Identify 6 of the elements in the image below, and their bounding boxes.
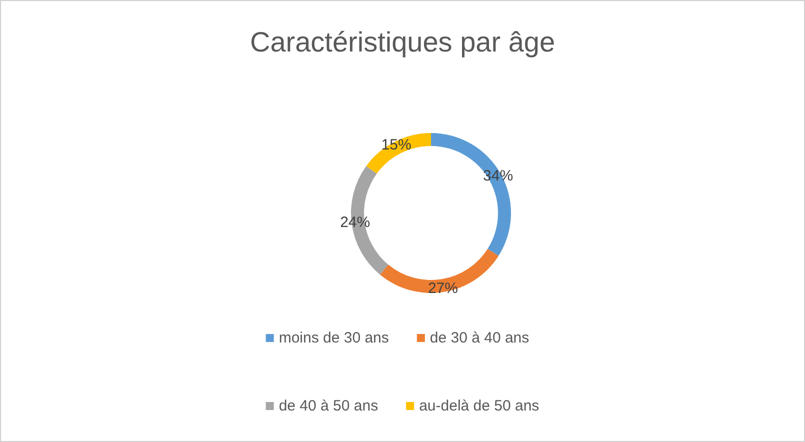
- legend-label: moins de 30 ans: [278, 330, 389, 346]
- legend-label: de 30 à 40 ans: [430, 330, 530, 346]
- data-label: 24%: [340, 214, 370, 232]
- legend-label: de 40 à 50 ans: [278, 398, 378, 414]
- chart-title: Caractéristiques par âge: [250, 26, 556, 58]
- legend-label: au-delà de 50 ans: [419, 398, 540, 414]
